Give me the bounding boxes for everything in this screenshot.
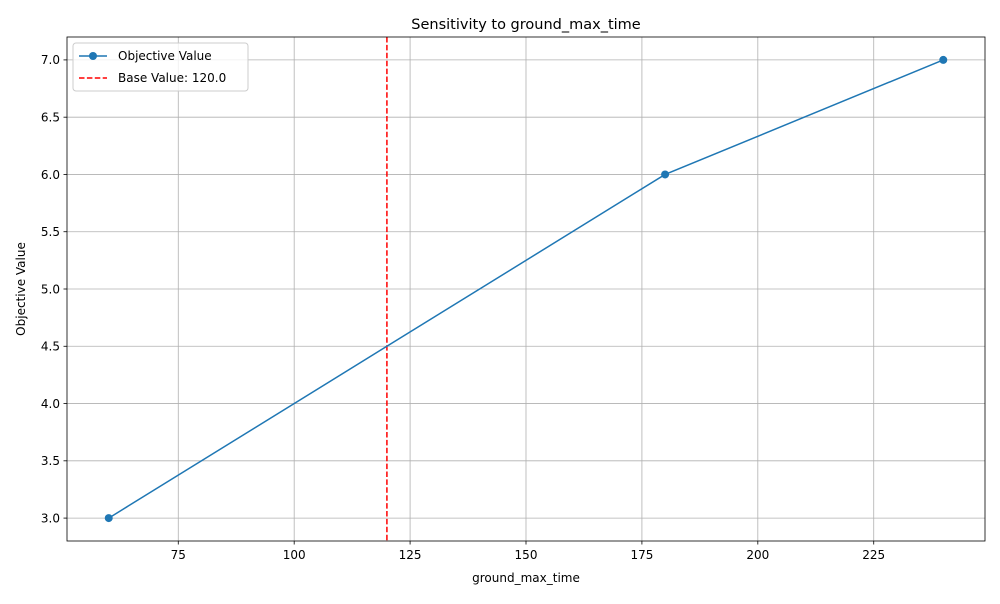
x-tick-label: 175 (630, 548, 653, 562)
y-axis-ticks: 3.0 3.5 4.0 4.5 5.0 5.5 6.0 6.5 7.0 (41, 53, 67, 525)
legend: Objective Value Base Value: 120.0 (72, 42, 249, 92)
y-tick-label: 3.0 (41, 511, 60, 525)
y-tick-label: 7.0 (41, 53, 60, 67)
grid (67, 37, 985, 541)
y-tick-label: 5.5 (41, 225, 60, 239)
y-tick-label: 3.5 (41, 454, 60, 468)
y-tick-label: 4.0 (41, 397, 60, 411)
legend-marker-swatch (89, 52, 97, 60)
chart-title: Sensitivity to ground_max_time (411, 17, 640, 33)
legend-entry-base-value: Base Value: 120.0 (79, 71, 226, 85)
x-axis-ticks: 75 100 125 150 175 200 225 (171, 541, 885, 562)
x-axis-label: ground_max_time (472, 571, 580, 585)
x-tick-label: 150 (515, 548, 538, 562)
y-tick-label: 4.5 (41, 340, 60, 354)
y-axis-label: Objective Value (14, 242, 28, 336)
x-tick-label: 100 (283, 548, 306, 562)
x-tick-label: 225 (862, 548, 885, 562)
data-point (661, 170, 670, 179)
x-tick-label: 75 (171, 548, 186, 562)
x-tick-label: 125 (399, 548, 422, 562)
legend-entry-objective-value: Objective Value (79, 49, 212, 63)
y-tick-label: 5.0 (41, 282, 60, 296)
y-tick-label: 6.0 (41, 168, 60, 182)
legend-label: Base Value: 120.0 (118, 71, 226, 85)
x-tick-label: 200 (746, 548, 769, 562)
legend-label: Objective Value (118, 49, 212, 63)
y-tick-label: 6.5 (41, 110, 60, 124)
data-point (104, 514, 113, 523)
series (104, 55, 948, 523)
data-point (939, 55, 948, 64)
legend-box (72, 42, 249, 92)
